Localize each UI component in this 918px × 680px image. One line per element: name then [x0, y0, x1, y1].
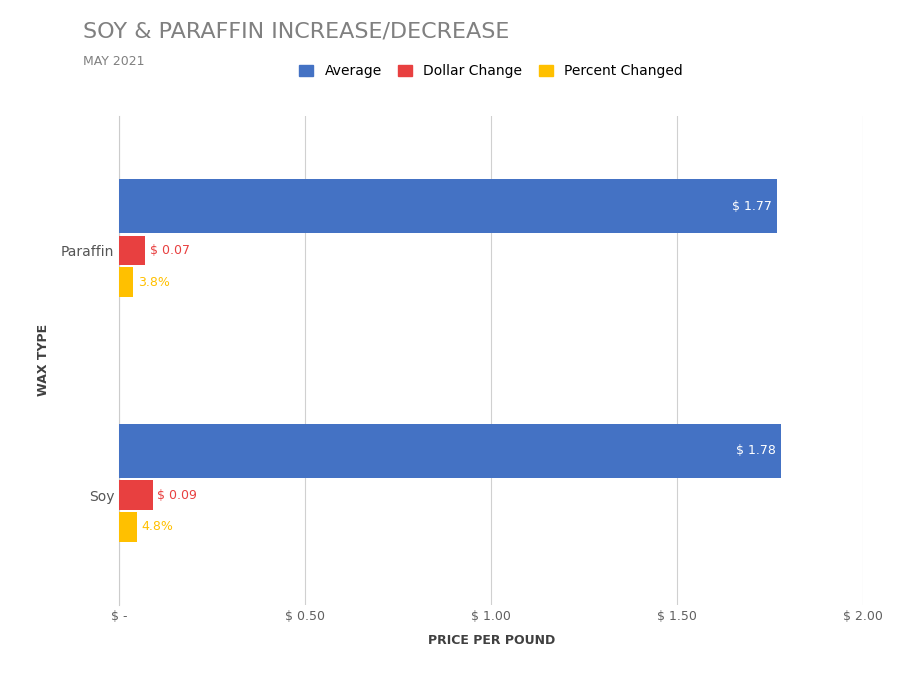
Text: $ 1.78: $ 1.78 [735, 445, 776, 458]
Text: $ 1.77: $ 1.77 [732, 200, 772, 213]
Bar [119, 512, 137, 541]
Text: 4.8%: 4.8% [141, 520, 174, 533]
Legend: Average, Dollar Change, Percent Changed: Average, Dollar Change, Percent Changed [294, 59, 688, 84]
Bar [119, 235, 145, 265]
Bar [119, 424, 781, 478]
Bar [119, 180, 778, 233]
Bar [119, 480, 152, 510]
X-axis label: PRICE PER POUND: PRICE PER POUND [428, 634, 554, 647]
Y-axis label: WAX TYPE: WAX TYPE [37, 324, 50, 396]
Bar [119, 267, 133, 296]
Text: SOY & PARAFFIN INCREASE/DECREASE: SOY & PARAFFIN INCREASE/DECREASE [83, 21, 509, 41]
Text: 3.8%: 3.8% [138, 275, 170, 288]
Text: $ 0.09: $ 0.09 [157, 488, 197, 502]
Text: MAY 2021: MAY 2021 [83, 54, 144, 67]
Text: $ 0.07: $ 0.07 [150, 243, 190, 257]
